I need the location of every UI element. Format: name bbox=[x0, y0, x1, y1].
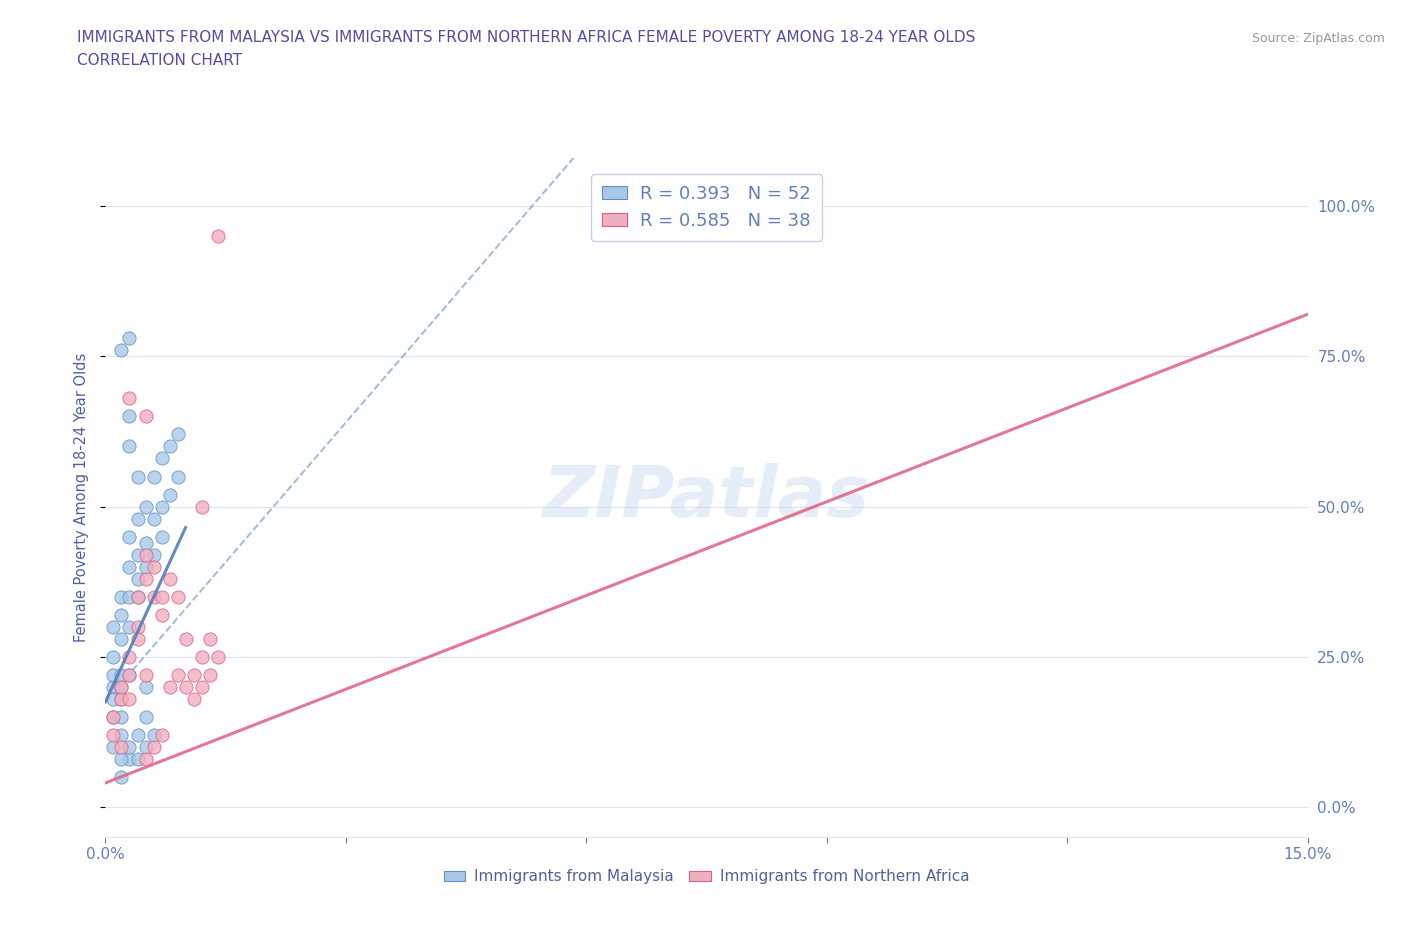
Point bbox=[118, 619, 141, 634]
Point bbox=[118, 668, 141, 683]
Point bbox=[135, 499, 157, 514]
Text: Source: ZipAtlas.com: Source: ZipAtlas.com bbox=[1251, 32, 1385, 45]
Point bbox=[174, 679, 197, 694]
Point bbox=[127, 590, 149, 604]
Point bbox=[166, 590, 188, 604]
Point bbox=[118, 331, 141, 346]
Text: CORRELATION CHART: CORRELATION CHART bbox=[77, 53, 242, 68]
Point bbox=[142, 559, 165, 574]
Point bbox=[142, 590, 165, 604]
Point bbox=[150, 607, 173, 622]
Point bbox=[118, 559, 141, 574]
Point bbox=[159, 679, 181, 694]
Point bbox=[166, 668, 188, 683]
Point bbox=[118, 751, 141, 766]
Point bbox=[110, 739, 132, 754]
Point bbox=[135, 409, 157, 424]
Text: ZIPatlas: ZIPatlas bbox=[543, 463, 870, 532]
Point bbox=[135, 571, 157, 586]
Point bbox=[135, 751, 157, 766]
Point bbox=[142, 727, 165, 742]
Point bbox=[198, 631, 221, 646]
Point bbox=[150, 590, 173, 604]
Point bbox=[142, 547, 165, 562]
Point bbox=[174, 631, 197, 646]
Point bbox=[103, 739, 125, 754]
Point bbox=[159, 571, 181, 586]
Point bbox=[127, 751, 149, 766]
Point bbox=[150, 499, 173, 514]
Text: IMMIGRANTS FROM MALAYSIA VS IMMIGRANTS FROM NORTHERN AFRICA FEMALE POVERTY AMONG: IMMIGRANTS FROM MALAYSIA VS IMMIGRANTS F… bbox=[77, 30, 976, 45]
Point bbox=[118, 691, 141, 706]
Point bbox=[118, 739, 141, 754]
Point bbox=[142, 512, 165, 526]
Point bbox=[135, 679, 157, 694]
Point bbox=[183, 668, 205, 683]
Point bbox=[110, 590, 132, 604]
Y-axis label: Female Poverty Among 18-24 Year Olds: Female Poverty Among 18-24 Year Olds bbox=[75, 352, 90, 643]
Point bbox=[103, 649, 125, 664]
Point bbox=[118, 439, 141, 454]
Point bbox=[190, 649, 212, 664]
Point bbox=[103, 679, 125, 694]
Point bbox=[207, 229, 229, 244]
Point bbox=[127, 619, 149, 634]
Point bbox=[135, 739, 157, 754]
Point bbox=[150, 529, 173, 544]
Point bbox=[110, 343, 132, 358]
Point bbox=[110, 668, 132, 683]
Point bbox=[103, 691, 125, 706]
Point bbox=[127, 631, 149, 646]
Point bbox=[110, 631, 132, 646]
Point bbox=[127, 512, 149, 526]
Point bbox=[103, 619, 125, 634]
Point bbox=[142, 739, 165, 754]
Point bbox=[118, 391, 141, 405]
Point bbox=[127, 571, 149, 586]
Point bbox=[118, 668, 141, 683]
Point bbox=[110, 751, 132, 766]
Point bbox=[118, 590, 141, 604]
Point bbox=[110, 691, 132, 706]
Point bbox=[110, 691, 132, 706]
Point bbox=[135, 535, 157, 550]
Point bbox=[159, 487, 181, 502]
Point bbox=[190, 499, 212, 514]
Legend: Immigrants from Malaysia, Immigrants from Northern Africa: Immigrants from Malaysia, Immigrants fro… bbox=[437, 863, 976, 890]
Point bbox=[118, 649, 141, 664]
Point bbox=[207, 649, 229, 664]
Point bbox=[159, 439, 181, 454]
Point bbox=[127, 469, 149, 484]
Point bbox=[110, 679, 132, 694]
Point bbox=[103, 710, 125, 724]
Point bbox=[166, 469, 188, 484]
Point bbox=[183, 691, 205, 706]
Point bbox=[142, 469, 165, 484]
Point bbox=[150, 727, 173, 742]
Point bbox=[150, 451, 173, 466]
Point bbox=[103, 727, 125, 742]
Point bbox=[110, 727, 132, 742]
Point bbox=[110, 607, 132, 622]
Point bbox=[118, 529, 141, 544]
Point bbox=[110, 679, 132, 694]
Point bbox=[127, 590, 149, 604]
Point bbox=[166, 427, 188, 442]
Point bbox=[135, 668, 157, 683]
Point bbox=[135, 710, 157, 724]
Point bbox=[198, 668, 221, 683]
Point bbox=[135, 559, 157, 574]
Point bbox=[127, 727, 149, 742]
Point bbox=[110, 710, 132, 724]
Point bbox=[190, 679, 212, 694]
Point bbox=[103, 668, 125, 683]
Point bbox=[110, 769, 132, 784]
Point bbox=[118, 409, 141, 424]
Point bbox=[103, 710, 125, 724]
Point bbox=[135, 547, 157, 562]
Point bbox=[127, 547, 149, 562]
